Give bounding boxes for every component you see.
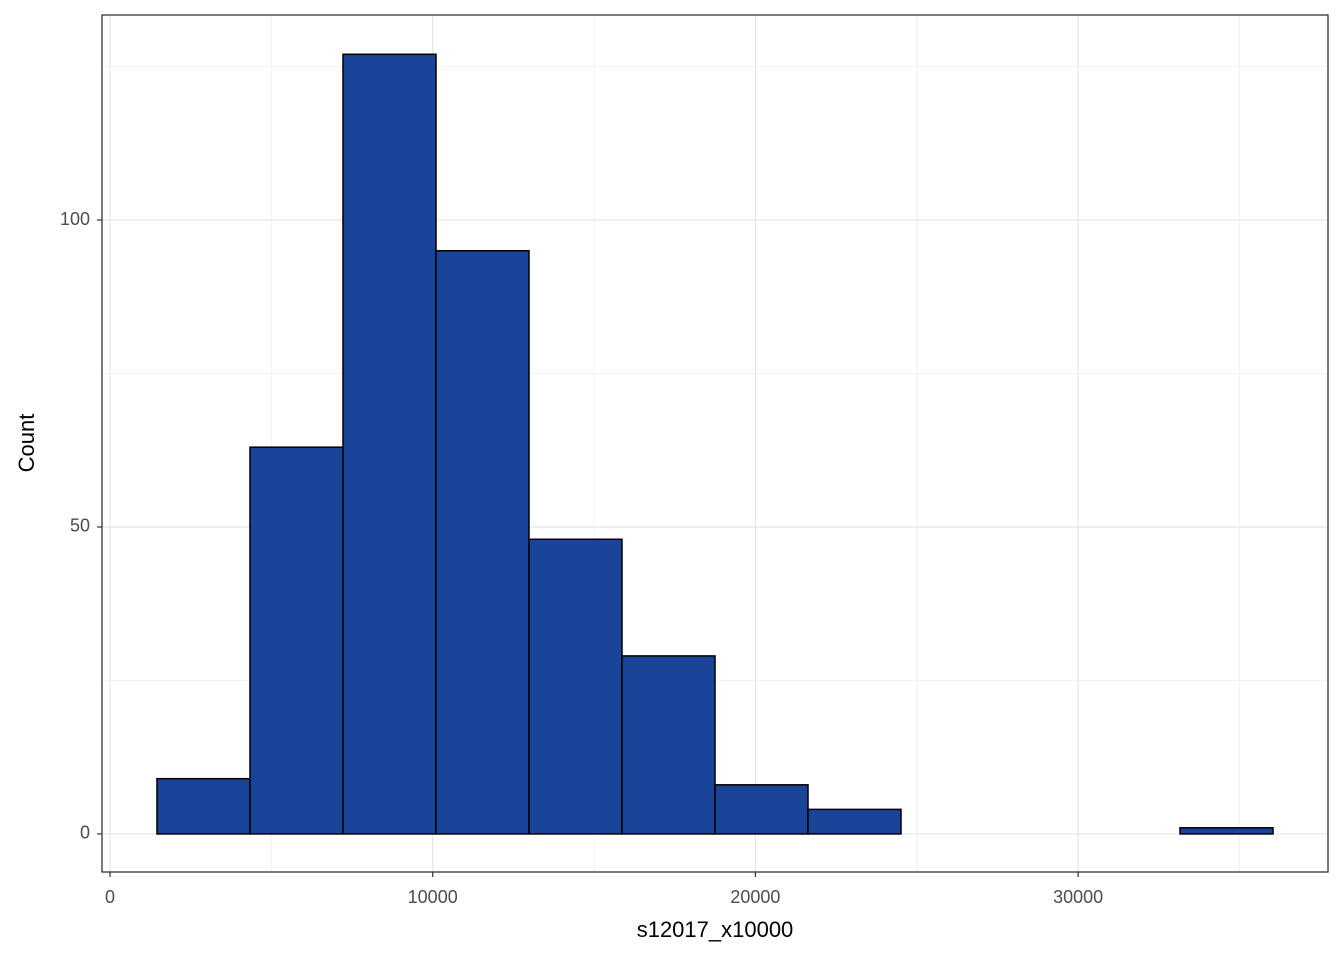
y-axis-title: Count <box>14 414 39 473</box>
bar <box>435 249 530 835</box>
bar <box>807 808 902 835</box>
bar <box>342 53 437 835</box>
y-tick-label: 0 <box>80 823 90 843</box>
bar <box>156 777 251 835</box>
bar <box>621 655 716 835</box>
panel-border <box>101 14 1329 873</box>
bar <box>1179 827 1274 835</box>
x-tick-label: 20000 <box>730 887 780 907</box>
y-tick-label: 50 <box>70 516 90 536</box>
x-tick-label: 10000 <box>408 887 458 907</box>
x-tick-label: 30000 <box>1053 887 1103 907</box>
x-axis-title: s12017_x10000 <box>637 917 794 942</box>
x-tick-label: 0 <box>105 887 115 907</box>
bar <box>528 538 623 835</box>
y-tick-label: 100 <box>60 209 90 229</box>
bar <box>714 784 809 835</box>
bar <box>249 446 344 835</box>
